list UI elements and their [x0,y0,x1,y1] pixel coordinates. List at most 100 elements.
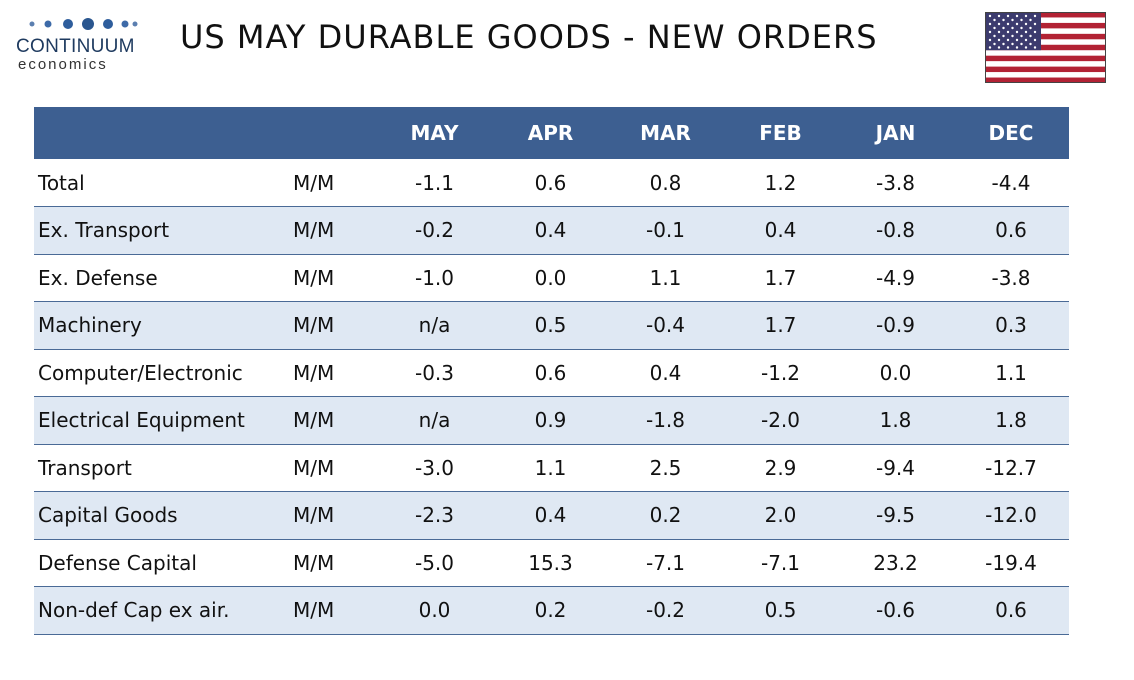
table-cell: -1.1 [414,170,455,195]
us-flag-icon [985,12,1106,83]
table-cell: -7.1 [760,550,801,575]
row-label: Capital Goods [38,503,178,528]
table-cell: 0.9 [534,408,567,433]
table-cell: -3.8 [875,170,916,195]
row-label: Total [38,170,85,195]
row-unit: M/M [293,170,335,195]
table-cell: -9.5 [875,503,916,528]
table-cell: 0.0 [418,598,451,623]
table-cell: 1.8 [995,408,1027,433]
row-label: Transport [38,455,132,480]
table-row: Transport M/M -3.0 1.1 2.5 2.9 -9.4 -12.7 [34,444,1069,492]
table-cell: -19.4 [985,550,1037,575]
table-cell: 0.6 [534,360,567,385]
column-header: JAN [875,121,916,145]
column-header: FEB [759,121,802,145]
table-cell: 0.6 [995,598,1027,623]
table-cell: 1.1 [534,455,567,480]
table-cell: 0.2 [534,598,567,623]
table-cell: 0.4 [764,218,797,243]
row-label: Ex. Transport [38,218,170,243]
table-cell: -0.1 [645,218,686,243]
row-unit: M/M [293,455,335,480]
table-cell: 0.3 [995,313,1027,338]
table-cell: 0.5 [534,313,567,338]
table-cell: -2.3 [414,503,455,528]
table-cell: -1.8 [645,408,686,433]
table-cell: 1.7 [764,313,797,338]
brand-name: CONTINUUM [16,36,135,57]
table-body: Total M/M -1.1 0.6 0.8 1.2 -3.8 -4.4 Ex. Transpo… [34,159,1069,634]
table-cell: 0.0 [534,265,567,290]
table-cell: -0.2 [414,218,455,243]
table-cell: 2.5 [649,455,682,480]
table-cell: -5.0 [414,550,455,575]
table-cell: 2.0 [764,503,797,528]
row-unit: M/M [293,360,335,385]
table-row: Ex. Defense M/M -1.0 0.0 1.1 1.7 -4.9 -3.8 [34,254,1069,302]
table-cell: 0.5 [764,598,797,623]
table-cell: 0.6 [534,170,567,195]
table-row: Non-def Cap ex air. M/M 0.0 0.2 -0.2 0.5 -0.6 0… [34,586,1069,634]
column-header: DEC [988,121,1034,145]
table-row: Electrical Equipment M/M n/a 0.9 -1.8 -2.0 1.8… [34,396,1069,444]
row-unit: M/M [293,218,335,243]
table-cell: 1.7 [764,265,797,290]
header-blank-label [34,107,293,159]
table-row: Capital Goods M/M -2.3 0.4 0.2 2.0 -9.5 -12.0 [34,491,1069,539]
table-cell: 1.2 [764,170,797,195]
table-cell: -0.9 [875,313,916,338]
table-cell: -1.0 [414,265,455,290]
table-cell: 0.4 [534,218,567,243]
table-cell: 0.6 [995,218,1027,243]
table-cell: -12.7 [985,455,1037,480]
table-cell: -2.0 [760,408,801,433]
table-cell: 0.4 [534,503,567,528]
table-row: Machinery M/M n/a 0.5 -0.4 1.7 -0.9 0.3 [34,301,1069,349]
brand-subtitle: economics [18,56,108,73]
table-cell: -3.0 [414,455,455,480]
table-cell: -0.6 [875,598,916,623]
table-cell: -9.4 [875,455,916,480]
table-cell: 15.3 [528,550,573,575]
column-header: APR [527,121,574,145]
table-cell: 23.2 [873,550,918,575]
table-cell: n/a [418,408,451,433]
row-label: Defense Capital [38,550,197,575]
row-unit: M/M [293,503,335,528]
page-title: US MAY DURABLE GOODS - NEW ORDERS [180,18,878,56]
logo-dots-icon [29,18,138,30]
table-cell: 2.9 [764,455,797,480]
table-cell: -7.1 [645,550,686,575]
table-cell: -3.8 [991,265,1031,290]
table-cell: -0.4 [645,313,686,338]
table-cell: -0.3 [414,360,455,385]
table-cell: 1.8 [879,408,912,433]
table-cell: 0.2 [649,503,682,528]
table-header-row: MAY APR MAR FEB JAN DEC [34,107,1069,159]
row-label: Computer/Electronic [38,360,243,385]
table-row: Defense Capital M/M -5.0 15.3 -7.1 -7.1 23.2 -1… [34,539,1069,587]
row-label: Ex. Defense [38,265,158,290]
table-row: Total M/M -1.1 0.6 0.8 1.2 -3.8 -4.4 [34,159,1069,207]
table-cell: 0.0 [879,360,912,385]
row-unit: M/M [293,550,335,575]
table-cell: -4.4 [991,170,1031,195]
row-unit: M/M [293,598,335,623]
table-cell: -4.9 [875,265,916,290]
table-cell: n/a [418,313,451,338]
table-row: Ex. Transport M/M -0.2 0.4 -0.1 0.4 -0.8 0.6 [34,206,1069,254]
row-label: Non-def Cap ex air. [38,598,230,623]
table-cell: 0.8 [649,170,682,195]
row-unit: M/M [293,313,335,338]
table-cell: -0.2 [645,598,686,623]
table-cell: -12.0 [985,503,1037,528]
table-row: Computer/Electronic M/M -0.3 0.6 0.4 -1.2 0.0 1… [34,349,1069,397]
column-header: MAY [410,121,459,145]
table-cell: 1.1 [995,360,1027,385]
row-label: Machinery [38,313,142,338]
row-unit: M/M [293,408,335,433]
durable-goods-table: MAY APR MAR FEB JAN DEC Total M/M -1.1 0.6 0… [34,107,1069,635]
row-unit: M/M [293,265,335,290]
table-cell: -0.8 [875,218,916,243]
